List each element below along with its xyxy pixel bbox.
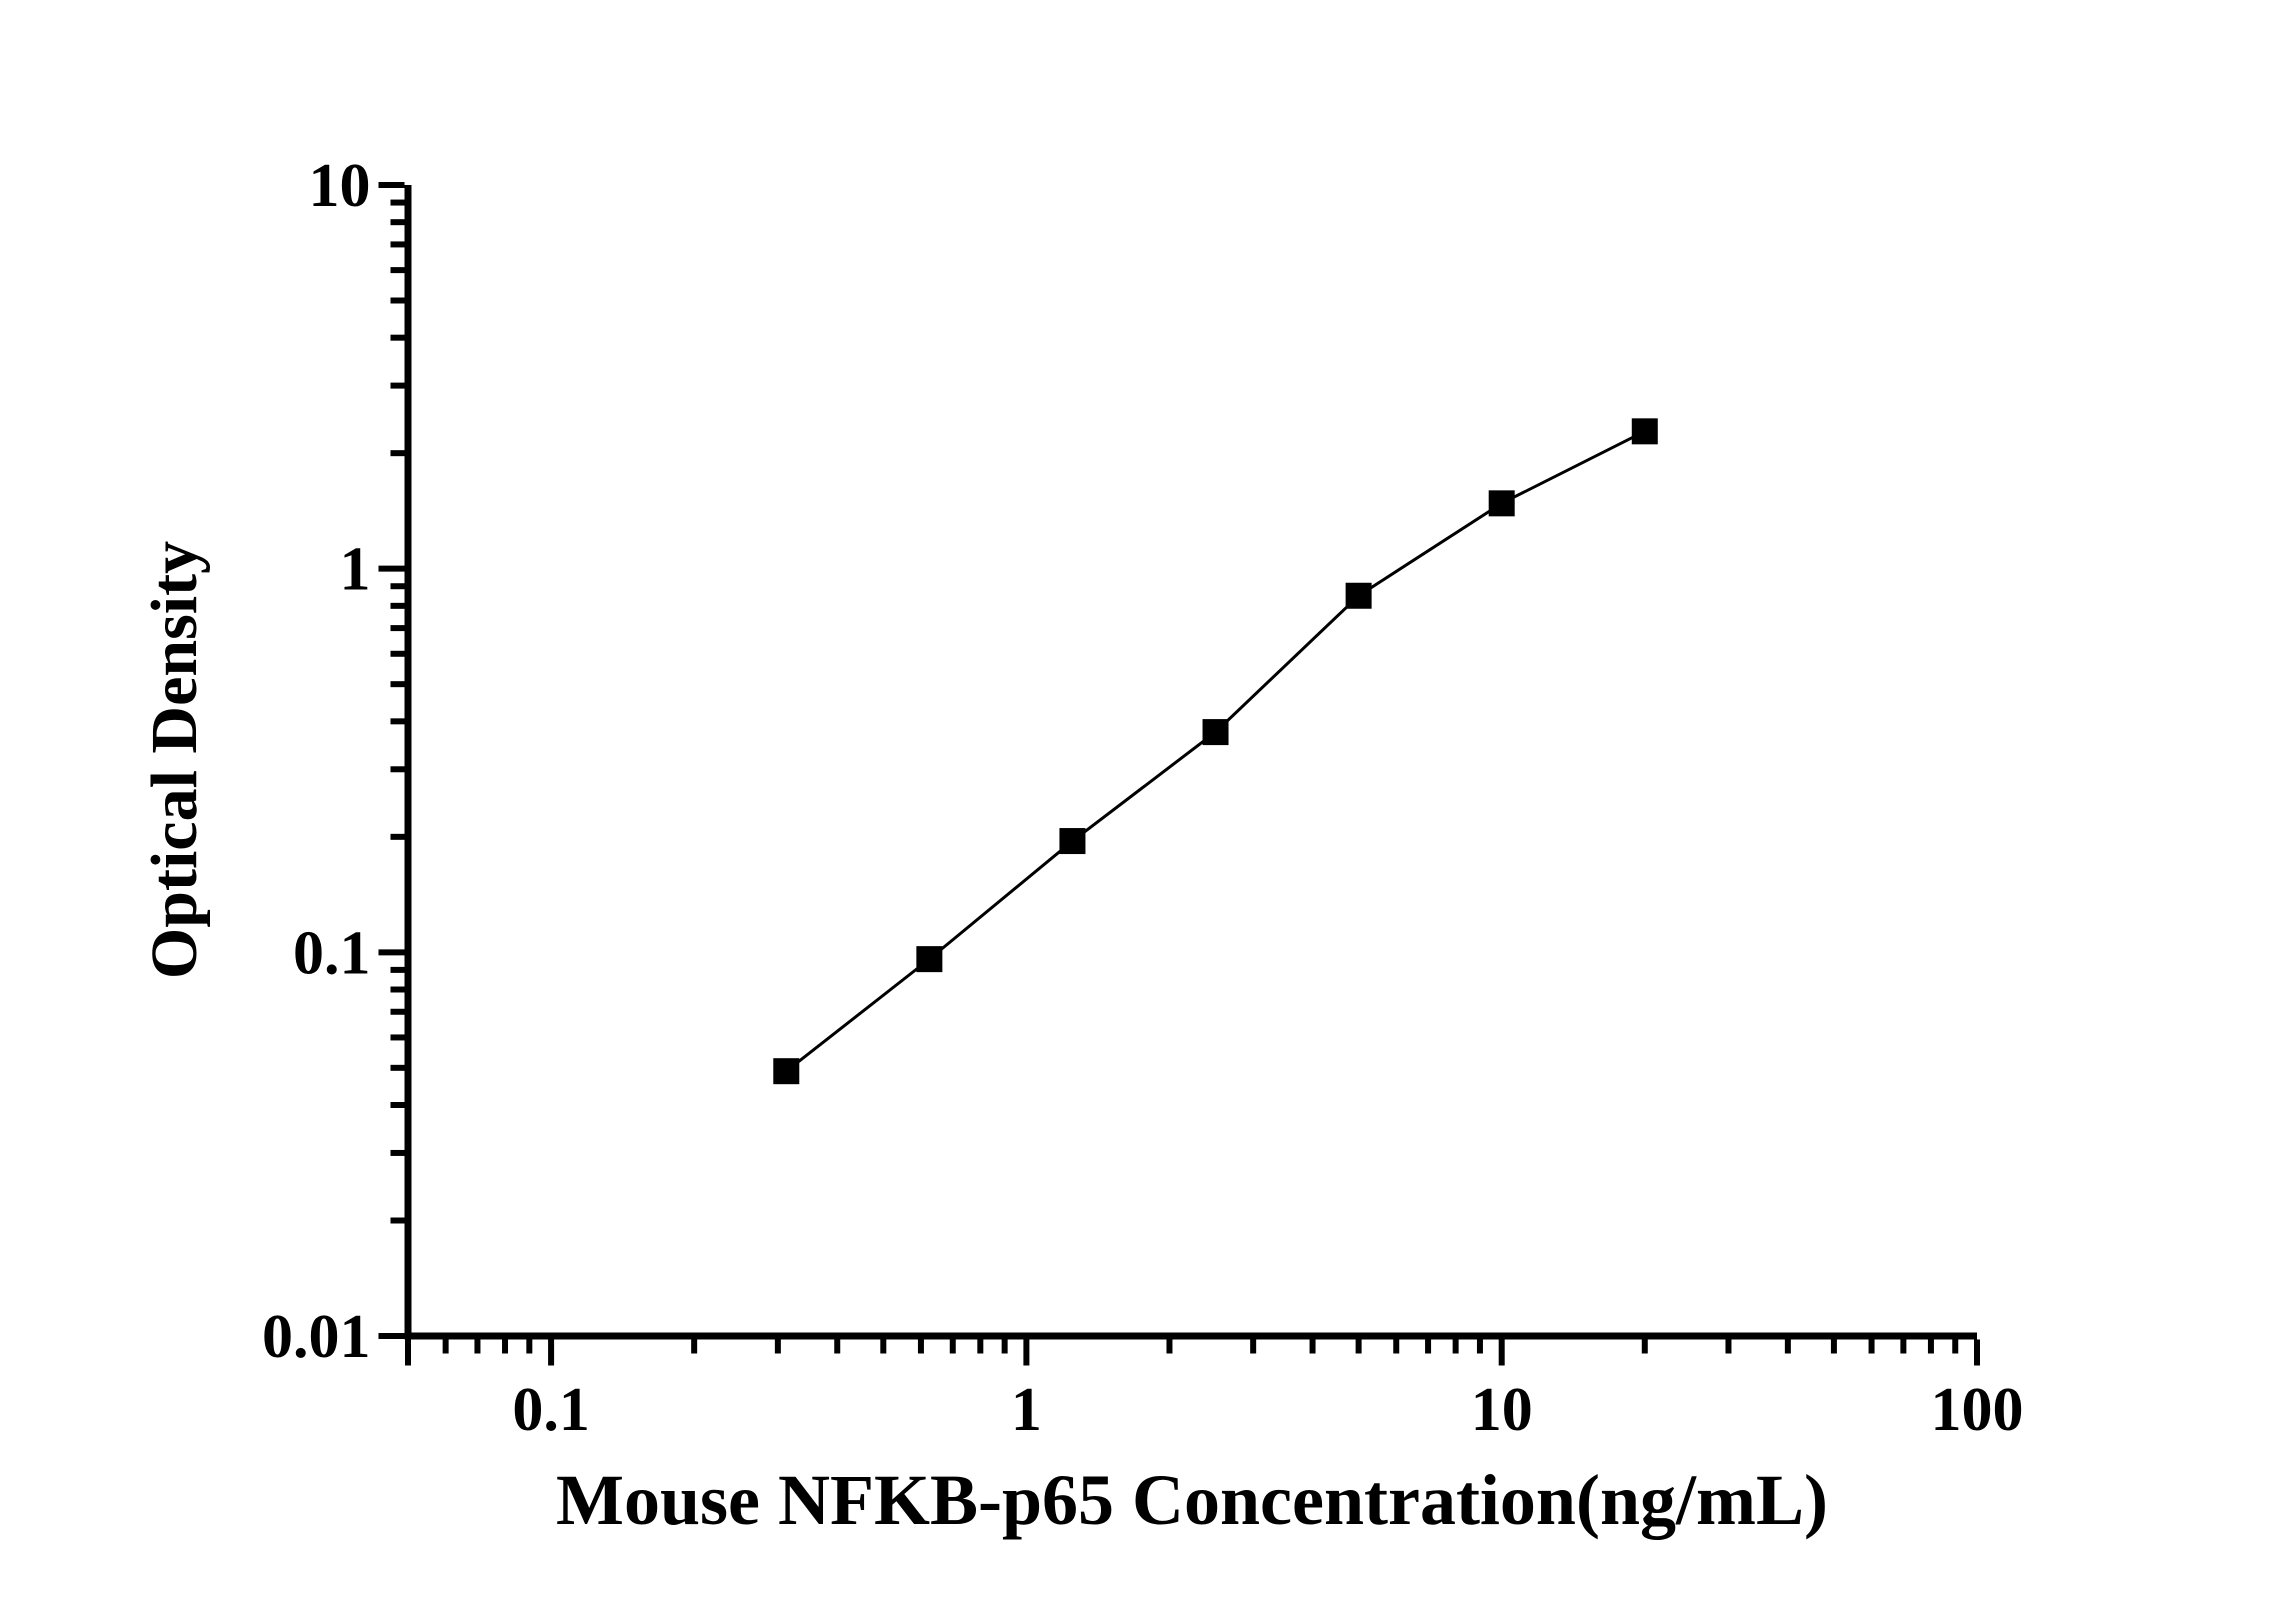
- axis-tick-labels: 0.1 1 10 100 0.01 0.1 1 10: [262, 152, 2024, 1444]
- data-point-marker: [916, 946, 943, 973]
- data-point-marker: [1059, 828, 1086, 855]
- axis-spines: [404, 185, 1977, 1340]
- x-axis-title: Mouse NFKB-p65 Concentration(ng/mL): [556, 1460, 1828, 1540]
- data-point-marker: [1631, 418, 1658, 445]
- data-series: [773, 418, 1658, 1085]
- axis-ticks: [378, 182, 1980, 1366]
- data-point-marker: [1202, 719, 1229, 746]
- x-tick-label: 100: [1931, 1376, 2024, 1444]
- data-point-marker: [1488, 490, 1515, 517]
- y-tick-label: 0.1: [293, 919, 371, 987]
- x-tick-label: 0.1: [512, 1376, 590, 1444]
- x-tick-label: 10: [1471, 1376, 1533, 1444]
- data-point-marker: [773, 1058, 800, 1085]
- data-point-marker: [1345, 582, 1372, 609]
- axes: [404, 185, 1977, 1340]
- y-tick-label: 0.01: [262, 1303, 371, 1371]
- x-tick-label: 1: [1011, 1376, 1042, 1444]
- curve-line: [785, 429, 1646, 1073]
- y-tick-label: 1: [340, 536, 371, 604]
- y-tick-label: 10: [309, 152, 371, 220]
- y-axis-title: Optical Density: [138, 541, 211, 979]
